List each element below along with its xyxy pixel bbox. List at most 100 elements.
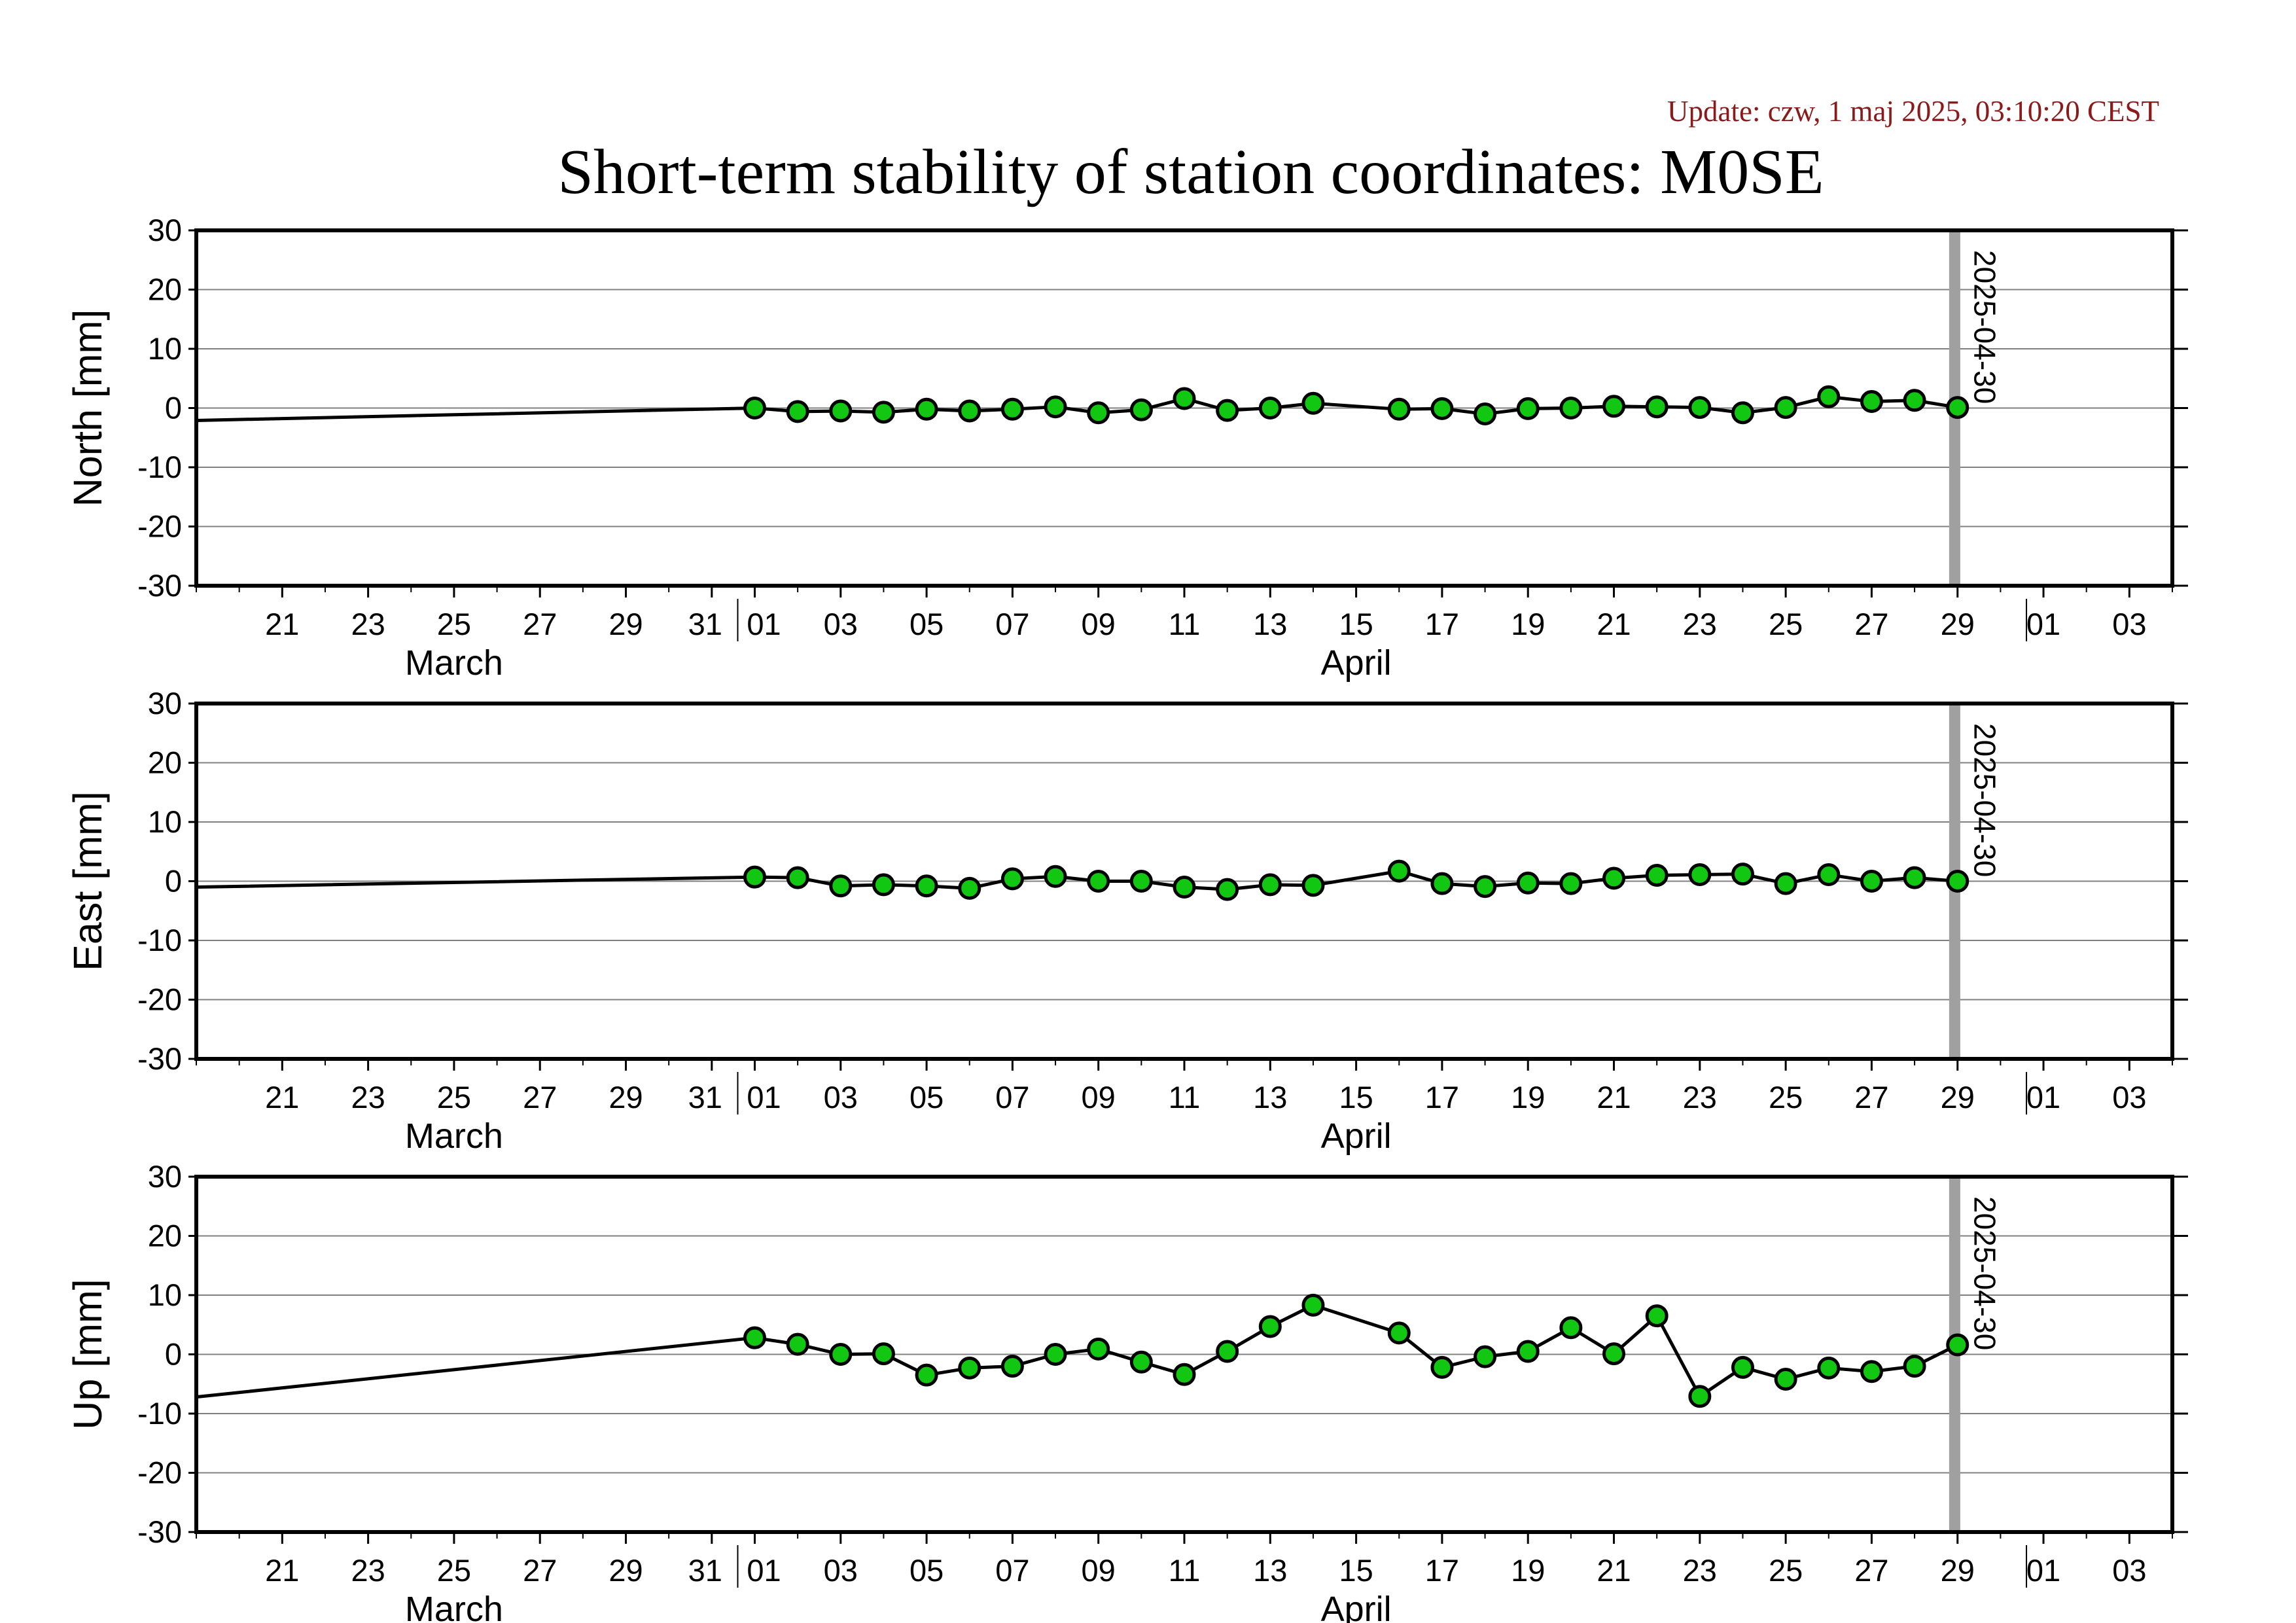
- x-tick-label: 31: [688, 1080, 722, 1115]
- x-tick-label: 03: [2112, 607, 2146, 641]
- y-tick-label: -10: [137, 450, 182, 484]
- data-point: [1688, 396, 1712, 419]
- data-point: [1817, 385, 1841, 408]
- x-tick-label: 17: [1425, 1553, 1459, 1588]
- x-tick-label: 13: [1253, 1553, 1287, 1588]
- data-point: [1129, 398, 1153, 421]
- x-tick-label: 03: [2112, 1553, 2146, 1588]
- data-point: [1903, 866, 1926, 889]
- data-point: [1731, 1355, 1754, 1379]
- x-tick-label: 09: [1082, 1080, 1116, 1115]
- x-tick-label: 03: [824, 607, 858, 641]
- data-point: [1645, 395, 1669, 419]
- x-tick-label: 03: [824, 1080, 858, 1115]
- x-tick-label: 21: [265, 1553, 299, 1588]
- x-tick-label: 27: [523, 607, 557, 641]
- x-tick-label: 27: [523, 1080, 557, 1115]
- data-point: [1817, 1356, 1841, 1380]
- data-point: [1559, 872, 1583, 895]
- data-point: [1129, 1350, 1153, 1374]
- data-point: [1301, 1293, 1325, 1317]
- data-point: [1129, 870, 1153, 893]
- data-point: [1258, 397, 1282, 419]
- x-tick-label: 29: [1941, 607, 1975, 641]
- data-point: [1559, 1316, 1583, 1340]
- data-point: [1216, 878, 1239, 901]
- month-label: March: [405, 1116, 503, 1156]
- data-point: [1301, 391, 1325, 415]
- x-tick-label: 03: [824, 1553, 858, 1588]
- x-tick-label: 23: [1683, 607, 1717, 641]
- x-tick-label: 03: [2112, 1080, 2146, 1115]
- x-tick-label: 21: [265, 1080, 299, 1115]
- data-point: [915, 874, 938, 898]
- data-point: [1216, 399, 1239, 422]
- data-point: [1559, 397, 1583, 419]
- y-tick-label: -10: [137, 923, 182, 957]
- x-tick-label: 25: [437, 1080, 471, 1115]
- x-tick-label: 27: [1854, 1080, 1888, 1115]
- data-point: [1774, 1368, 1797, 1391]
- x-tick-label: 31: [688, 607, 722, 641]
- data-point: [1000, 397, 1024, 421]
- y-tick-label: 10: [148, 804, 182, 839]
- data-point: [1474, 1345, 1497, 1368]
- data-point: [872, 1342, 895, 1366]
- x-tick-label: 11: [1169, 1080, 1201, 1115]
- data-point: [872, 401, 895, 424]
- y-tick-label: 0: [165, 1337, 182, 1372]
- x-tick-label: 25: [437, 1553, 471, 1588]
- data-point: [958, 399, 981, 423]
- date-marker-label: 2025-04-30: [1968, 723, 2002, 877]
- data-point: [1516, 871, 1540, 895]
- data-point: [1688, 863, 1712, 887]
- x-tick-label: 23: [1683, 1080, 1717, 1115]
- x-tick-label: 09: [1082, 1553, 1116, 1588]
- data-point: [1387, 859, 1411, 883]
- month-label: April: [1321, 1116, 1392, 1156]
- x-tick-label: 17: [1425, 1080, 1459, 1115]
- data-point: [1258, 873, 1282, 897]
- x-tick-label: 19: [1511, 1080, 1545, 1115]
- data-point: [786, 1332, 809, 1356]
- data-point: [1216, 1340, 1239, 1363]
- x-tick-label: 27: [523, 1553, 557, 1588]
- x-tick-label: 21: [1597, 1080, 1631, 1115]
- x-tick-label: 07: [995, 1553, 1029, 1588]
- x-tick-label: 31: [688, 1553, 722, 1588]
- x-tick-label: 13: [1253, 1080, 1287, 1115]
- date-marker-label: 2025-04-30: [1968, 1196, 2002, 1350]
- x-tick-label: 23: [1683, 1553, 1717, 1588]
- update-timestamp: Update: czw, 1 maj 2025, 03:10:20 CEST: [1667, 95, 2159, 128]
- data-point: [1173, 1363, 1196, 1386]
- data-point: [1602, 1342, 1626, 1366]
- data-point: [1000, 1355, 1024, 1378]
- x-tick-label: 01: [747, 607, 781, 641]
- data-point: [1173, 387, 1196, 410]
- x-tick-label: 27: [1854, 607, 1888, 641]
- x-tick-label: 23: [351, 607, 385, 641]
- x-tick-label: 01: [2026, 607, 2060, 641]
- x-tick-label: 07: [995, 607, 1029, 641]
- x-tick-label: 21: [1597, 1553, 1631, 1588]
- x-tick-label: 25: [437, 607, 471, 641]
- data-point: [1645, 863, 1669, 887]
- y-tick-label: -20: [137, 1455, 182, 1490]
- x-tick-label: 01: [747, 1080, 781, 1115]
- data-point: [1387, 1321, 1411, 1345]
- chart-title: Short-term stability of station coordina…: [557, 137, 1824, 207]
- y-tick-label: 20: [148, 745, 182, 780]
- month-label: March: [405, 643, 503, 683]
- data-point: [915, 397, 938, 421]
- x-tick-label: 11: [1169, 607, 1201, 641]
- month-label: April: [1321, 643, 1392, 683]
- data-point: [1516, 397, 1540, 420]
- x-tick-label: 05: [910, 1080, 944, 1115]
- x-tick-label: 15: [1339, 1080, 1373, 1115]
- x-tick-label: 25: [1769, 1080, 1803, 1115]
- y-tick-label: 30: [148, 213, 182, 247]
- data-point: [829, 399, 853, 423]
- y-axis-label: Up [mm]: [65, 1279, 110, 1429]
- data-point: [1946, 1333, 1969, 1357]
- y-tick-label: 20: [148, 272, 182, 307]
